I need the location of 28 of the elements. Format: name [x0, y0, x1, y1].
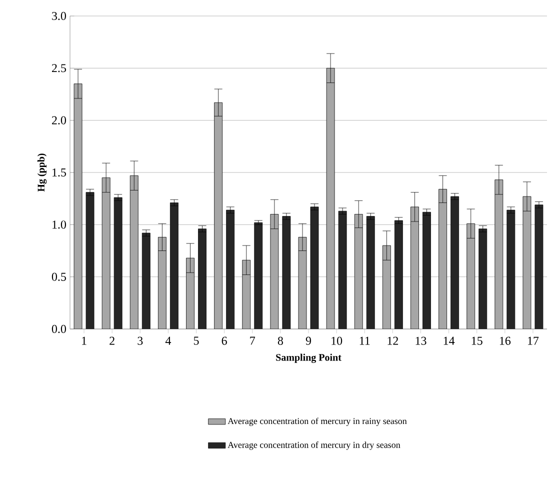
x-tick-label: 4 [165, 336, 172, 345]
x-tick-label: 16 [500, 336, 511, 345]
y-tick-label: 0.5 [52, 272, 66, 281]
y-tick-label: 1.0 [52, 220, 66, 229]
x-tick-label: 9 [306, 336, 312, 345]
x-tick-label: 7 [250, 336, 256, 345]
y-axis-title: Hg (ppb) [37, 154, 47, 192]
x-tick-label: 13 [416, 336, 426, 345]
y-tick-label: 2.0 [52, 116, 66, 124]
legend-label: Average concentration of mercury in rainy season [228, 418, 407, 426]
x-axis-title: Sampling Point [276, 354, 342, 363]
x-tick-label: 6 [222, 336, 227, 345]
legend-label: Average concentration of mercury in dry season [228, 442, 400, 450]
x-tick-label: 10 [332, 336, 342, 345]
x-tick-label: 12 [388, 336, 398, 345]
x-tick-label: 3 [138, 336, 143, 345]
y-tick-label: 2.5 [52, 64, 66, 72]
x-tick-label: 15 [472, 336, 482, 345]
x-tick-label: 17 [528, 336, 539, 345]
x-tick-label: 2 [110, 336, 114, 345]
y-tick-label: 1.5 [52, 168, 66, 177]
x-tick-label: 11 [360, 336, 370, 345]
x-tick-label: 5 [194, 336, 199, 345]
y-tick-label: 3.0 [52, 12, 66, 20]
x-tick-label: 14 [444, 336, 455, 345]
x-tick-label: 1 [82, 336, 86, 345]
y-tick-label: 0.0 [52, 324, 66, 334]
x-tick-label: 8 [278, 336, 283, 345]
